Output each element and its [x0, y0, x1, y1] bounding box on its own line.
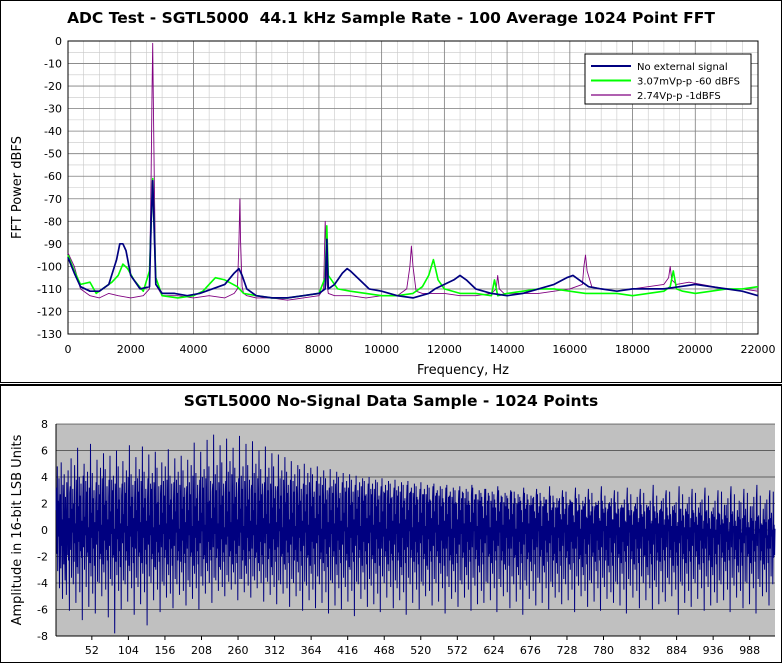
sample-x-tick-label: 416: [337, 644, 358, 657]
sample-y-tick-label: 2: [41, 498, 48, 511]
sample-x-tick-label: 572: [447, 644, 468, 657]
sample-x-tick-label: 156: [154, 644, 175, 657]
sample-y-tick-label: 4: [41, 471, 48, 484]
sample-chart-panel: SGTL5000 No-Signal Data Sample - 1024 Po…: [0, 384, 782, 663]
sample-y-tick-label: -2: [37, 551, 48, 564]
sample-y-tick-label: -4: [37, 577, 48, 590]
fft-x-tick-label: 14000: [490, 343, 525, 356]
sample-y-tick-label: 8: [41, 418, 48, 431]
fft-series-line-0: [67, 179, 759, 299]
sample-series-line: [55, 434, 776, 634]
sample-x-tick-label: 936: [703, 644, 724, 657]
fft-y-tick-label: -70: [44, 193, 62, 206]
sample-x-tick-label: 624: [483, 644, 504, 657]
sample-x-tick-label: 884: [666, 644, 687, 657]
fft-plot-border: [67, 40, 759, 335]
fft-chart-svg: 0 2000 4000 6000 8000 10000 12000 14000 16000 180…: [10, 35, 776, 378]
fft-y-tick-label: -130: [37, 328, 62, 341]
fft-x-tick-label: 6000: [242, 343, 270, 356]
fft-x-tick-label: 10000: [364, 343, 399, 356]
sample-x-tick-label: 832: [630, 644, 651, 657]
sample-x-tick-label: 312: [264, 644, 285, 657]
fft-y-tick-label: -20: [44, 80, 62, 93]
sample-x-tick-label: 364: [301, 644, 322, 657]
fft-y-tick-label: -90: [44, 238, 62, 251]
fft-y-tick-label: -80: [44, 215, 62, 228]
fft-x-axis-label: Frequency, Hz: [417, 363, 509, 378]
sample-x-tick-label: 988: [739, 644, 760, 657]
fft-x-tick-label: 18000: [615, 343, 650, 356]
fft-y-tick-label: -120: [37, 305, 62, 318]
sample-x-tick-label: 52: [85, 644, 99, 657]
fft-x-tick-label: 0: [65, 343, 72, 356]
fft-x-tick-label: 2000: [117, 343, 145, 356]
fft-x-tick-label: 16000: [552, 343, 587, 356]
sample-chart-title: SGTL5000 No-Signal Data Sample - 1024 Po…: [183, 392, 599, 410]
fft-x-tick-label: 22000: [741, 343, 776, 356]
sample-x-tick-label: 676: [520, 644, 541, 657]
fft-y-tick-label: -100: [37, 260, 62, 273]
sample-y-tick-label: 0: [41, 524, 48, 537]
fft-chart-title: ADC Test - SGTL5000 44.1 kHz Sample Rate…: [67, 9, 715, 27]
fft-x-tick-label: 8000: [305, 343, 333, 356]
fft-x-tick-label: 20000: [678, 343, 713, 356]
sample-x-tick-label: 520: [410, 644, 431, 657]
fft-y-tick-label: -30: [44, 103, 62, 116]
sample-x-tick-label: 208: [191, 644, 212, 657]
fft-legend-label: No external signal: [637, 62, 728, 73]
fft-series-line-1: [67, 177, 759, 299]
fft-y-tick-label: -110: [37, 283, 62, 296]
fft-chart-panel: ADC Test - SGTL5000 44.1 kHz Sample Rate…: [0, 0, 782, 383]
fft-y-tick-label: 0: [55, 35, 62, 48]
fft-legend-label: 3.07mVp-p -60 dBFS: [637, 77, 740, 88]
fft-legend-label: 2.74Vp-p -1dBFS: [637, 91, 721, 102]
sample-chart-svg: 52 104 156 208 260 312 364 416 468 520 572 624 676 72…: [10, 418, 776, 657]
sample-x-tick-label: 468: [374, 644, 395, 657]
fft-y-tick-label: -50: [44, 148, 62, 161]
fft-y-tick-label: -40: [44, 125, 62, 138]
sample-x-tick-label: 104: [118, 644, 139, 657]
fft-x-tick-label: 4000: [179, 343, 207, 356]
sample-x-tick-label: 780: [593, 644, 614, 657]
sample-x-tick-label: 260: [228, 644, 249, 657]
fft-y-tick-label: -60: [44, 170, 62, 183]
sample-y-tick-label: -8: [37, 630, 48, 643]
fft-x-tick-label: 12000: [427, 343, 462, 356]
sample-y-axis-label: Amplitude in 16-bit LSB Units: [10, 434, 25, 625]
fft-y-tick-label: -10: [44, 58, 62, 71]
fft-legend: [584, 53, 752, 105]
fft-y-axis-label: FFT Power dBFS: [10, 136, 25, 239]
sample-y-tick-label: 6: [41, 445, 48, 458]
sample-y-tick-label: -6: [37, 604, 48, 617]
sample-x-tick-label: 728: [556, 644, 577, 657]
